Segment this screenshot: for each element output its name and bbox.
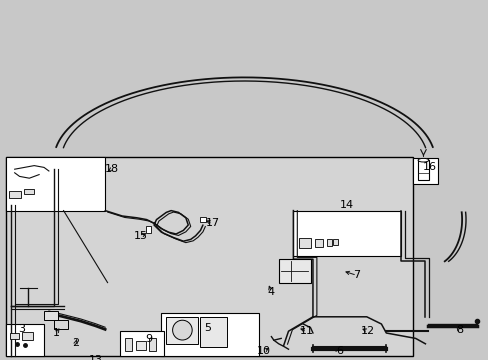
Text: 7: 7 — [353, 270, 360, 280]
Text: 8: 8 — [455, 325, 462, 336]
Text: 10: 10 — [257, 346, 270, 356]
Bar — [315, 239, 322, 247]
Bar — [22, 332, 33, 340]
Bar — [44, 311, 58, 320]
Text: 15: 15 — [134, 231, 147, 241]
Bar — [9, 191, 21, 198]
Bar — [326, 239, 331, 246]
Text: 9: 9 — [145, 334, 152, 344]
Text: 2: 2 — [72, 338, 79, 348]
Ellipse shape — [172, 320, 192, 340]
Bar — [412, 158, 437, 184]
Bar — [417, 160, 428, 180]
Bar — [199, 217, 205, 222]
Text: 14: 14 — [340, 200, 353, 210]
Text: 11: 11 — [300, 326, 313, 336]
Text: 5: 5 — [204, 323, 211, 333]
Text: 3: 3 — [19, 324, 25, 334]
Text: 12: 12 — [360, 326, 374, 336]
Bar — [293, 211, 400, 256]
Bar — [200, 317, 227, 347]
Bar — [120, 331, 163, 356]
Bar — [54, 320, 68, 329]
Bar — [149, 338, 156, 351]
Bar — [299, 238, 311, 248]
Bar — [278, 259, 310, 283]
Bar — [6, 157, 412, 356]
Text: 6: 6 — [336, 346, 343, 356]
Bar — [6, 157, 105, 211]
Text: 16: 16 — [422, 162, 435, 172]
Bar — [166, 317, 198, 344]
Text: 1: 1 — [53, 328, 60, 338]
Bar — [145, 226, 150, 233]
Ellipse shape — [417, 158, 428, 162]
Text: 17: 17 — [205, 218, 219, 228]
Bar — [10, 333, 19, 339]
Bar — [24, 189, 34, 194]
Bar — [136, 341, 145, 350]
Text: 4: 4 — [267, 287, 274, 297]
Bar — [161, 313, 259, 356]
Bar — [6, 324, 44, 356]
Text: 13: 13 — [88, 355, 102, 360]
Bar — [333, 239, 338, 245]
Text: 18: 18 — [104, 164, 118, 174]
Bar — [124, 338, 132, 351]
